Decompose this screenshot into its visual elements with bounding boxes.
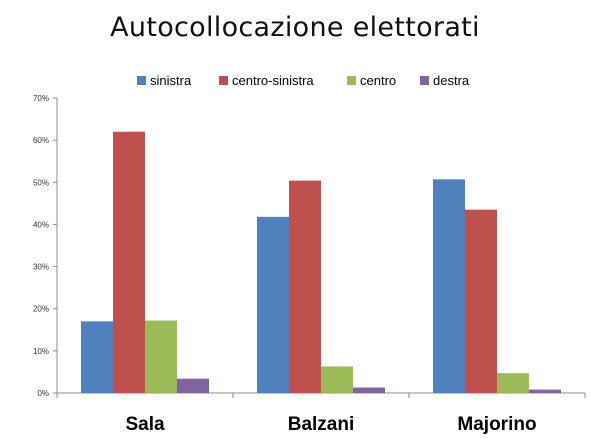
legend-swatch	[219, 76, 228, 85]
legend-label: destra	[433, 73, 470, 88]
bar	[321, 366, 353, 393]
y-tick-label: 10%	[33, 347, 49, 356]
legend-label: centro	[360, 73, 396, 88]
legend-swatch	[137, 76, 146, 85]
y-tick-label: 0%	[37, 389, 49, 398]
x-tick-label: Majorino	[457, 414, 536, 435]
bar	[177, 378, 209, 393]
bar	[257, 216, 289, 393]
y-tick-label: 30%	[33, 263, 49, 272]
bar	[113, 131, 145, 393]
y-tick-label: 50%	[33, 178, 49, 187]
legend-swatch	[420, 76, 429, 85]
bar	[81, 321, 113, 393]
bar	[145, 320, 177, 393]
legend-swatch	[347, 76, 356, 85]
x-tick-label: Sala	[125, 414, 165, 435]
bar	[353, 387, 385, 393]
bar	[497, 373, 529, 393]
y-tick-label: 20%	[33, 305, 49, 314]
y-tick-label: 60%	[33, 136, 49, 145]
bar	[289, 180, 321, 393]
legend: sinistra centro-sinistra centro destra	[137, 73, 470, 88]
chart-title: Autocollocazione elettorati	[110, 12, 480, 43]
bar	[465, 209, 497, 393]
y-tick-label: 70%	[33, 94, 49, 103]
x-tick-label: Balzani	[288, 414, 355, 435]
bar	[529, 389, 561, 393]
bars	[81, 131, 561, 393]
legend-label: sinistra	[150, 73, 192, 88]
bar	[433, 179, 465, 393]
legend-label: centro-sinistra	[232, 73, 314, 88]
y-tick-label: 40%	[33, 220, 49, 229]
